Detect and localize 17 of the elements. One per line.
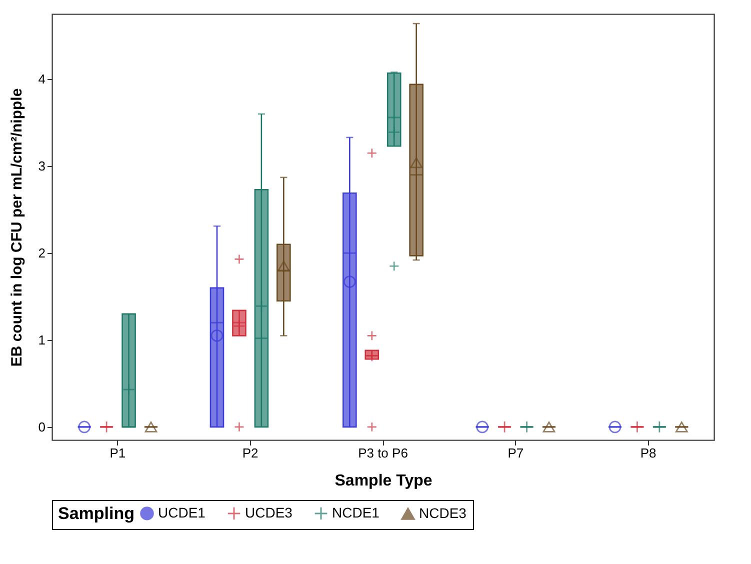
x-tick-label: P3 to P6 [358,446,408,460]
legend-title: Sampling [58,504,135,523]
x-tick-label: P8 [640,446,656,460]
legend-label: UCDE1 [158,504,206,520]
legend-label: UCDE3 [245,504,293,520]
legend-label: NCDE3 [419,504,467,521]
y-tick-label: 2 [38,246,46,261]
x-tick-label: P1 [110,446,126,460]
legend-label: NCDE1 [332,504,380,520]
y-tick-label: 0 [38,419,46,434]
x-tick-label: P2 [242,446,258,460]
x-tick-label: P7 [508,446,524,460]
y-tick-label: 3 [38,158,46,174]
y-tick-label: 1 [38,332,46,348]
x-axis-title: Sample Type [334,472,432,490]
y-axis-title: EB count in log CFU per mL/cm²/nipple [8,88,26,367]
y-tick-label: 4 [38,72,46,87]
